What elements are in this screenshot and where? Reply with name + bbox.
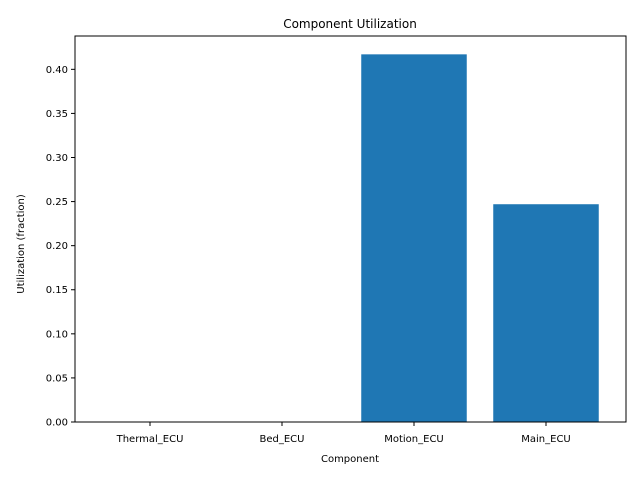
x-tick-label: Motion_ECU: [384, 434, 444, 445]
chart-title: Component Utilization: [283, 17, 417, 31]
y-tick-label: 0.05: [46, 373, 68, 384]
y-tick-label: 0.35: [46, 109, 68, 120]
bar-motion-ecu: [361, 54, 467, 423]
bar-main-ecu: [493, 204, 599, 422]
y-axis-label: Utilization (fraction): [16, 194, 27, 294]
y-tick-label: 0.20: [46, 241, 68, 252]
y-tick-label: 0.25: [46, 197, 68, 208]
x-tick-label: Thermal_ECU: [116, 434, 184, 445]
y-tick-label: 0.15: [46, 285, 68, 296]
x-axis-label: Component: [321, 454, 379, 465]
x-tick-label: Main_ECU: [521, 434, 571, 445]
y-tick-label: 0.40: [46, 65, 68, 76]
y-tick-label: 0.30: [46, 153, 68, 164]
x-axis-ticks: Thermal_ECU Bed_ECU Motion_ECU Main_ECU: [116, 422, 571, 445]
y-tick-label: 0.00: [46, 418, 68, 429]
y-axis-ticks: 0.00 0.05 0.10 0.15 0.20 0.25 0.30 0.35 0.40: [46, 65, 75, 429]
x-tick-label: Bed_ECU: [260, 434, 305, 445]
y-tick-label: 0.10: [46, 329, 68, 340]
bars-group: [361, 54, 599, 423]
plot-frame: [74, 35, 627, 423]
